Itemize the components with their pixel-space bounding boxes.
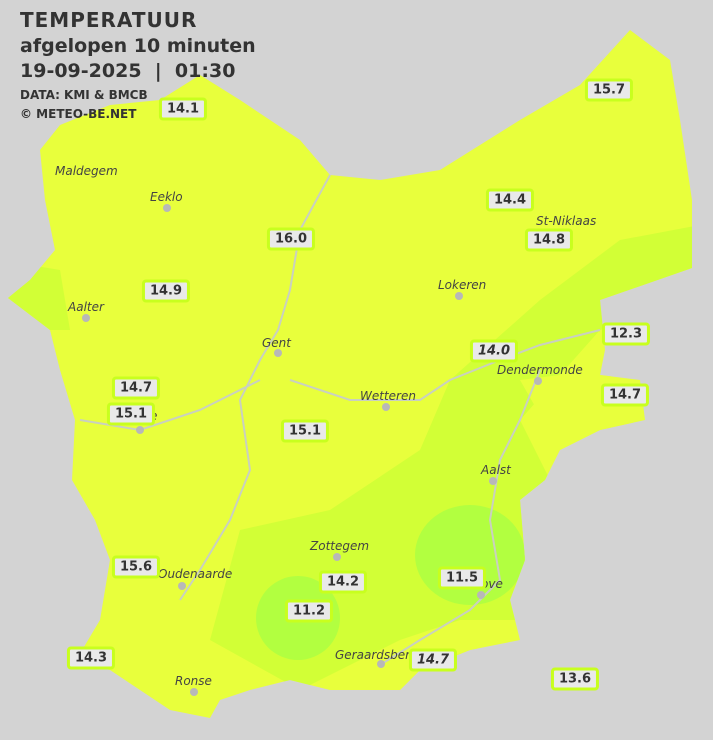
city-st-niklaas: St-Niklaas xyxy=(536,214,597,228)
temp-label: 14.3 xyxy=(66,646,116,670)
temp-label: 14.2 xyxy=(318,570,368,594)
city-oudenaarde: Oudenaarde xyxy=(158,567,233,581)
temp-label: 14.7 xyxy=(600,383,650,407)
mild-zone-west xyxy=(8,260,70,330)
copyright: © METEO-BE.NET xyxy=(20,107,137,121)
temp-label: 14.7 xyxy=(408,648,458,672)
city-maldegem: Maldegem xyxy=(55,164,118,178)
temp-label: 13.6 xyxy=(550,667,600,691)
temp-label: 14.7 xyxy=(111,376,161,400)
temp-label: 15.1 xyxy=(280,419,330,443)
temp-label: 14.8 xyxy=(524,228,574,252)
temp-label: 15.7 xyxy=(584,78,634,102)
city-dendermonde: Dendermonde xyxy=(497,363,583,377)
city-dot xyxy=(178,582,186,590)
temp-label: 14.1 xyxy=(158,97,208,121)
cool-zone-ninove xyxy=(415,505,525,605)
city-zottegem: Zottegem xyxy=(310,539,370,553)
city-dot xyxy=(136,426,144,434)
city-geraardsbergen: Geraardsberg xyxy=(335,648,418,662)
city-aalst: Aalst xyxy=(481,463,511,477)
temp-label: 16.0 xyxy=(266,227,316,251)
city-wetteren: Wetteren xyxy=(360,389,416,403)
city-gent: Gent xyxy=(262,336,291,350)
subtitle: afgelopen 10 minuten xyxy=(20,35,256,57)
city-dot xyxy=(274,349,282,357)
city-eeklo: Eeklo xyxy=(150,190,183,204)
temp-label: 14.9 xyxy=(141,279,191,303)
city-lokeren: Lokeren xyxy=(438,278,487,292)
data-source: DATA: KMI & BMCB xyxy=(20,88,148,102)
city-dot xyxy=(534,377,542,385)
city-dot xyxy=(489,477,497,485)
city-ninove: ove xyxy=(481,577,503,591)
title: TEMPERATUUR xyxy=(20,8,198,32)
city-ronse: Ronse xyxy=(175,674,212,688)
city-dot xyxy=(82,314,90,322)
temp-label: 11.5 xyxy=(437,566,487,590)
temp-label: 14.0 xyxy=(469,339,519,363)
city-dot xyxy=(477,591,485,599)
city-dot xyxy=(163,204,171,212)
city-dot xyxy=(377,660,385,668)
city-aalter: Aalter xyxy=(68,300,104,314)
datetime: 19-09-2025 | 01:30 xyxy=(20,60,236,82)
temp-label: 15.6 xyxy=(111,555,161,579)
city-dot xyxy=(455,292,463,300)
temp-label: 11.2 xyxy=(284,599,334,623)
city-dot xyxy=(190,688,198,696)
city-dot xyxy=(382,403,390,411)
temp-label: 15.1 xyxy=(106,402,156,426)
temp-label: 12.3 xyxy=(601,322,651,346)
temp-label: 14.4 xyxy=(485,188,535,212)
city-dot xyxy=(333,553,341,561)
